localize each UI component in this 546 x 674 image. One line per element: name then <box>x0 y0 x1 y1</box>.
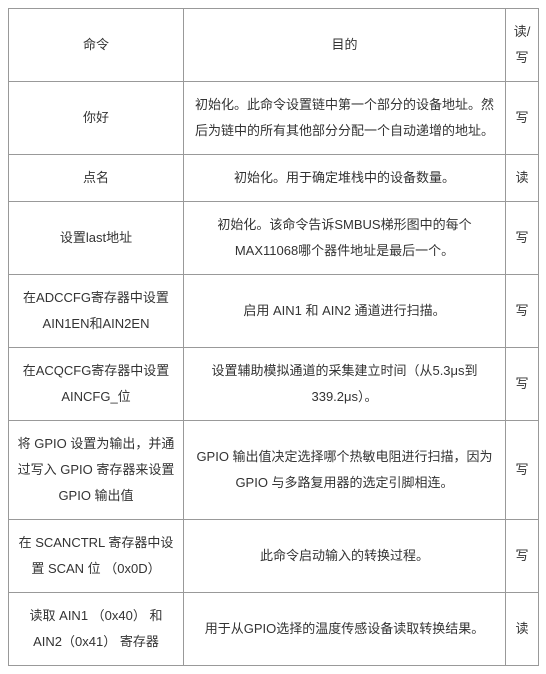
cell-purpose: 用于从GPIO选择的温度传感设备读取转换结果。 <box>184 593 506 666</box>
table-row: 将 GPIO 设置为输出，并通过写入 GPIO 寄存器来设置 GPIO 输出值 … <box>9 421 539 520</box>
table-row: 在ADCCFG寄存器中设置 AIN1EN和AIN2EN 启用 AIN1 和 AI… <box>9 275 539 348</box>
table-row: 读取 AIN1 （0x40） 和 AIN2（0x41） 寄存器 用于从GPIO选… <box>9 593 539 666</box>
table-row: 设置last地址 初始化。该命令告诉SMBUS梯形图中的每个MAX11068哪个… <box>9 202 539 275</box>
table-row: 在 SCANCTRL 寄存器中设置 SCAN 位 （0x0D） 此命令启动输入的… <box>9 520 539 593</box>
cell-rw: 读 <box>506 593 539 666</box>
cell-purpose: 设置辅助模拟通道的采集建立时间（从5.3μs到339.2μs）。 <box>184 348 506 421</box>
cell-command: 在ADCCFG寄存器中设置 AIN1EN和AIN2EN <box>9 275 184 348</box>
table-header-row: 命令 目的 读/写 <box>9 9 539 82</box>
cell-rw: 写 <box>506 348 539 421</box>
table-row: 你好 初始化。此命令设置链中第一个部分的设备地址。然后为链中的所有其他部分分配一… <box>9 82 539 155</box>
cell-rw: 写 <box>506 202 539 275</box>
command-table: 命令 目的 读/写 你好 初始化。此命令设置链中第一个部分的设备地址。然后为链中… <box>8 8 539 666</box>
cell-purpose: 初始化。该命令告诉SMBUS梯形图中的每个MAX11068哪个器件地址是最后一个… <box>184 202 506 275</box>
table-row: 点名 初始化。用于确定堆栈中的设备数量。 读 <box>9 155 539 202</box>
cell-command: 在ACQCFG寄存器中设置AINCFG_位 <box>9 348 184 421</box>
table-body: 你好 初始化。此命令设置链中第一个部分的设备地址。然后为链中的所有其他部分分配一… <box>9 82 539 666</box>
cell-command: 你好 <box>9 82 184 155</box>
cell-purpose: 初始化。此命令设置链中第一个部分的设备地址。然后为链中的所有其他部分分配一个自动… <box>184 82 506 155</box>
cell-purpose: GPIO 输出值决定选择哪个热敏电阻进行扫描，因为 GPIO 与多路复用器的选定… <box>184 421 506 520</box>
header-purpose: 目的 <box>184 9 506 82</box>
cell-rw: 写 <box>506 275 539 348</box>
cell-command: 读取 AIN1 （0x40） 和 AIN2（0x41） 寄存器 <box>9 593 184 666</box>
cell-rw: 写 <box>506 82 539 155</box>
cell-command: 点名 <box>9 155 184 202</box>
table-row: 在ACQCFG寄存器中设置AINCFG_位 设置辅助模拟通道的采集建立时间（从5… <box>9 348 539 421</box>
cell-command: 在 SCANCTRL 寄存器中设置 SCAN 位 （0x0D） <box>9 520 184 593</box>
cell-rw: 读 <box>506 155 539 202</box>
cell-command: 将 GPIO 设置为输出，并通过写入 GPIO 寄存器来设置 GPIO 输出值 <box>9 421 184 520</box>
header-rw: 读/写 <box>506 9 539 82</box>
cell-purpose: 初始化。用于确定堆栈中的设备数量。 <box>184 155 506 202</box>
cell-rw: 写 <box>506 520 539 593</box>
cell-rw: 写 <box>506 421 539 520</box>
cell-purpose: 此命令启动输入的转换过程。 <box>184 520 506 593</box>
cell-purpose: 启用 AIN1 和 AIN2 通道进行扫描。 <box>184 275 506 348</box>
header-command: 命令 <box>9 9 184 82</box>
cell-command: 设置last地址 <box>9 202 184 275</box>
